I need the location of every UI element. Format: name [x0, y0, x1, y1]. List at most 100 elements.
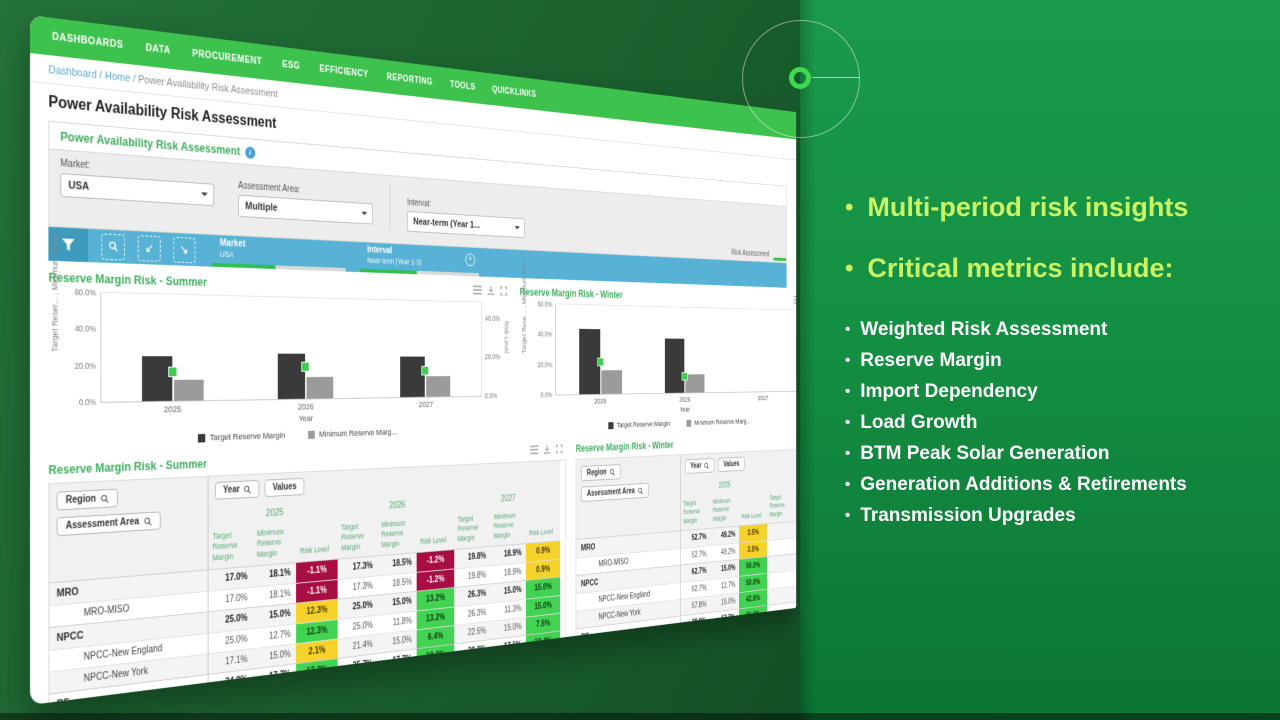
overlay-heading-2-text: Critical metrics include: — [867, 253, 1174, 284]
column-header: Minimum Reserve Margin — [253, 522, 297, 567]
decorative-line — [812, 77, 860, 78]
assessment-area-filter-group: Assessment Area: Multiple — [238, 181, 373, 225]
y-axis-tick-left: 60.0% — [74, 287, 97, 298]
table-card-icons — [530, 444, 563, 455]
filter-chip-market[interactable]: Market USA — [211, 235, 346, 272]
row-filter-buttons: Region Assessment Area — [576, 455, 681, 540]
risk-level-marker — [597, 357, 604, 367]
overlay-heading-1: • Multi-period risk insights — [845, 192, 1252, 223]
overlay-bullet-text: Generation Additions & Retirements — [860, 474, 1187, 496]
column-header: Target Reserve Margin — [454, 509, 491, 550]
nav-item-esg[interactable]: ESG — [282, 58, 301, 72]
risk-level-cell: 18.0% — [416, 643, 455, 669]
filter-button-year[interactable]: Year — [214, 479, 260, 500]
zoom-select-icon[interactable] — [101, 232, 125, 261]
overlay-bullet-item: • BTM Peak Solar Generation — [845, 438, 1252, 469]
download-icon[interactable] — [543, 445, 551, 454]
filter-icon[interactable] — [48, 226, 89, 263]
bar-minimum-reserve-margin — [306, 376, 334, 399]
y-axis-label-left: Target Reser... , Minimum Rese... — [50, 226, 60, 353]
y-axis-tick-right: 20.0% — [484, 352, 501, 362]
y-axis-label-right: Risk Level — [503, 320, 510, 354]
bar-target-reserve-margin — [664, 338, 685, 393]
column-header: Risk Level — [739, 491, 768, 526]
overlay-heading-2: • Critical metrics include: — [845, 253, 1252, 284]
bar-group-2025 — [556, 304, 644, 395]
table-cell — [794, 567, 797, 587]
pivot-card-winter: Reserve Margin Risk - Winter Region Asses… — [575, 432, 797, 649]
menu-icon[interactable] — [793, 295, 797, 304]
bar-group-2025 — [101, 293, 241, 402]
filter-toolbar: Market USA Interval Near-term (Year 1-3) × — [48, 226, 787, 288]
legend-label: Target Reserve Margin — [209, 430, 286, 444]
export-icon[interactable] — [173, 236, 196, 263]
chart-plot-area: 0.0%20.0%40.0%60.0%0.0%20.0%40.0%Target … — [521, 256, 797, 399]
column-header: Target Reserve Margin — [767, 489, 795, 524]
bar-target-reserve-margin — [142, 356, 173, 402]
bullet-icon: • — [845, 445, 851, 463]
overlay-bullet-text: Load Growth — [860, 412, 978, 434]
filter-button-year[interactable]: Year — [684, 458, 715, 474]
bullet-icon: • — [845, 476, 851, 494]
fullscreen-icon[interactable] — [556, 444, 563, 453]
y-axis-tick-right: 40.0% — [484, 313, 501, 323]
info-icon[interactable]: i — [244, 145, 256, 159]
nav-item-efficiency[interactable]: EFFICIENCY — [319, 63, 369, 80]
bar-target-reserve-margin — [400, 356, 425, 398]
nav-item-dashboards[interactable]: DASHBOARDS — [52, 30, 124, 51]
chip-close-icon[interactable]: × — [465, 253, 476, 267]
filter-button-region[interactable]: Region — [56, 488, 118, 511]
overlay-bullet-item: • Generation Additions & Retirements — [845, 469, 1252, 500]
column-header: Minimum Reserve Margin — [794, 487, 797, 522]
overlay-bullet-text: BTM Peak Solar Generation — [860, 443, 1110, 465]
table-cell — [794, 535, 797, 554]
menu-icon[interactable] — [473, 285, 482, 295]
risk-level-marker — [421, 365, 429, 376]
nav-item-quicklinks[interactable]: QUICKLINKS — [492, 84, 537, 100]
overlay-bullet-item: • Transmission Upgrades — [845, 500, 1252, 531]
table-cell — [794, 598, 797, 619]
download-icon[interactable] — [487, 286, 495, 295]
bars — [725, 309, 797, 392]
pivot-table: Region Assessment Area Year Values202520… — [575, 446, 797, 649]
bar-group-2027 — [367, 300, 481, 398]
legend-item: Target Reserve Margin — [608, 420, 670, 430]
row-filter-buttons: Region Assessment Area — [49, 476, 209, 583]
nav-item-reporting[interactable]: REPORTING — [386, 71, 433, 88]
filter-button-values[interactable]: Values — [264, 477, 305, 498]
risk-assessment-tab[interactable]: Risk Assessment — [731, 248, 770, 259]
filter-button-values[interactable]: Values — [718, 456, 745, 473]
interval-select[interactable]: Near-term (Year 1... — [407, 210, 525, 239]
menu-icon[interactable] — [530, 445, 539, 455]
y-axis-tick-right: 0.0% — [484, 391, 498, 400]
overlay-bullet-text: Reserve Margin — [860, 350, 1002, 372]
assessment-area-select[interactable]: Multiple — [238, 194, 373, 225]
nav-item-tools[interactable]: TOOLS — [450, 79, 476, 93]
filter-button-assessment-area[interactable]: Assessment Area — [580, 482, 649, 502]
overlay-bullet-text: Transmission Upgrades — [860, 505, 1076, 527]
column-header: Minimum Reserve Margin — [490, 507, 526, 547]
bullet-icon: • — [845, 255, 854, 283]
decorative-ring-icon — [789, 67, 811, 89]
overlay-bullet-text: Import Dependency — [860, 381, 1038, 403]
table-cell — [767, 601, 795, 623]
y-axis-tick-left: 0.0% — [540, 390, 553, 400]
chip-progress — [211, 262, 346, 272]
overlay-bullet-list: • Weighted Risk Assessment • Reserve Margin… — [845, 314, 1252, 531]
interval-filter-group: Interval: Near-term (Year 1... — [407, 198, 525, 239]
filter-button-region[interactable]: Region — [580, 464, 621, 482]
nav-item-procurement[interactable]: PROCUREMENT — [192, 47, 263, 68]
table-cell: 30.0% — [454, 639, 491, 664]
breadcrumb-links[interactable]: Dashboard / Home / — [48, 64, 136, 86]
filter-button-assessment-area[interactable]: Assessment Area — [56, 511, 161, 537]
pan-icon[interactable] — [137, 234, 161, 262]
table-cell — [794, 583, 797, 602]
filter-chip-interval[interactable]: Interval Near-term (Year 1-3) × — [359, 242, 480, 277]
bar-group-2026 — [644, 307, 725, 394]
fullscreen-icon[interactable] — [500, 286, 507, 295]
table-cell: 17.7% — [253, 663, 297, 690]
bars — [367, 300, 481, 398]
bullet-icon: • — [845, 383, 851, 401]
column-header: Minimum Reserve Margin — [377, 514, 417, 556]
nav-item-data[interactable]: DATA — [145, 42, 171, 57]
